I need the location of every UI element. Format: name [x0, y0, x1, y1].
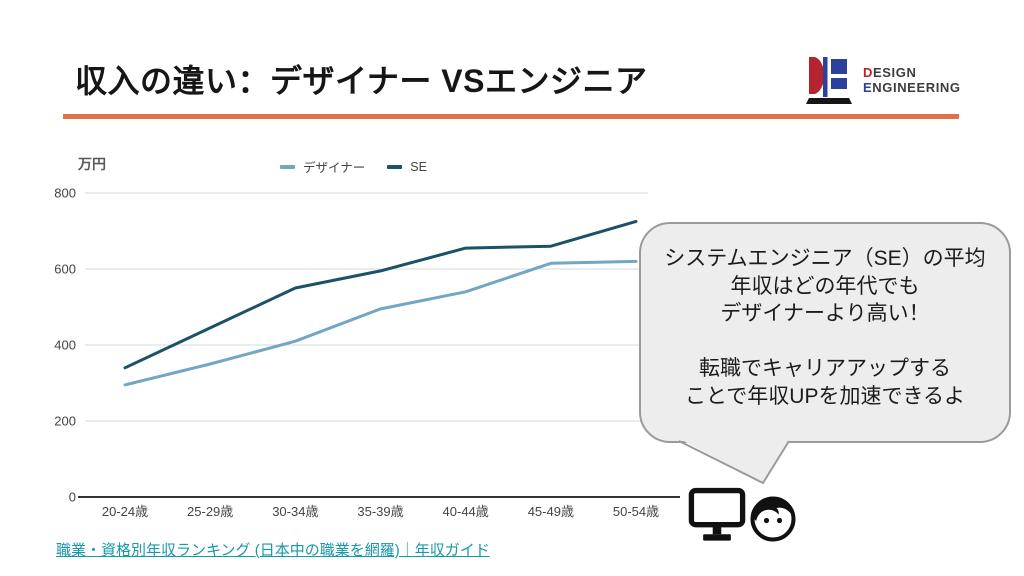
chart-legend: デザイナー SE: [280, 157, 427, 176]
x-tick-label: 35-39歳: [357, 504, 403, 519]
boy-face-icon: [750, 496, 796, 542]
logo-text: DESIGN ENGINEERING: [863, 65, 961, 95]
chart-unit-label: 万円: [78, 156, 106, 172]
y-tick-label: 800: [54, 186, 76, 201]
logo-line-engineering: ENGINEERING: [863, 80, 961, 95]
x-tick-label: 45-49歳: [528, 504, 574, 519]
x-tick-label: 30-34歳: [272, 504, 318, 519]
logo-line-design: DESIGN: [863, 65, 917, 80]
logo-design-initial: D: [863, 65, 873, 80]
x-tick-label: 40-44歳: [443, 504, 489, 519]
speech-bubble: [639, 222, 1011, 485]
legend-swatch-se: [387, 164, 403, 169]
x-tick-label: 20-24歳: [102, 504, 148, 519]
legend-item-se: SE: [387, 160, 427, 174]
page-title: 収入の違い：デザイナー VSエンジニア: [75, 63, 648, 99]
y-tick-label: 400: [54, 338, 76, 353]
y-tick-label: 600: [54, 262, 76, 277]
y-tick-label: 0: [69, 490, 76, 505]
speech-bubble-tail: [678, 438, 790, 483]
legend-item-designer: デザイナー: [280, 157, 365, 176]
company-logo: DESIGN ENGINEERING: [805, 54, 961, 106]
legend-label-se: SE: [410, 159, 427, 174]
income-line-chart: 0 200 400 600 800 20-24歳 25-29歳 30-34歳 35-39歳 40-…: [54, 186, 680, 519]
monitor-icon: [688, 487, 746, 541]
logo-mark-icon: [806, 57, 852, 104]
logo-eng-initial: E: [863, 80, 873, 95]
bubble-line: 年収はどの年代でも: [730, 274, 920, 298]
bubble-line: [648, 328, 1002, 356]
bubble-line: システムエンジニア（SE）の平均: [664, 247, 986, 270]
legend-label-designer: デザイナー: [303, 161, 366, 175]
series-line-1: [123, 220, 638, 370]
x-tick-label: 50-54歳: [613, 504, 659, 519]
bubble-line: デザイナーより高い！: [720, 302, 930, 325]
series-line-0: [123, 259, 638, 387]
legend-swatch-designer: [280, 164, 295, 169]
title-divider: [63, 114, 959, 119]
source-link[interactable]: 職業・資格別年収ランキング (日本中の職業を網羅)｜年収ガイド: [56, 542, 490, 559]
y-tick-label: 200: [54, 414, 76, 429]
bubble-line: 転職でキャリアアップする: [699, 357, 951, 380]
x-tick-label: 25-29歳: [187, 504, 233, 519]
speech-bubble-text: システムエンジニア（SE）の平均 年収はどの年代でも デザイナーより高い！ 転職…: [648, 245, 1002, 410]
bubble-line: ことで年収UPを加速できるよ: [684, 384, 966, 408]
